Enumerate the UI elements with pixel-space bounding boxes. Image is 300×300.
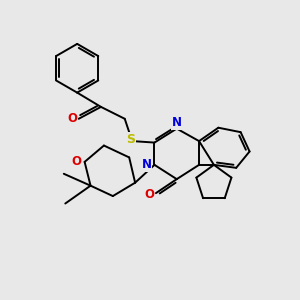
Text: O: O	[71, 155, 81, 168]
Text: N: N	[141, 158, 152, 171]
Text: N: N	[172, 116, 182, 129]
Text: O: O	[67, 112, 77, 125]
Text: S: S	[126, 133, 135, 146]
Text: O: O	[144, 188, 154, 201]
